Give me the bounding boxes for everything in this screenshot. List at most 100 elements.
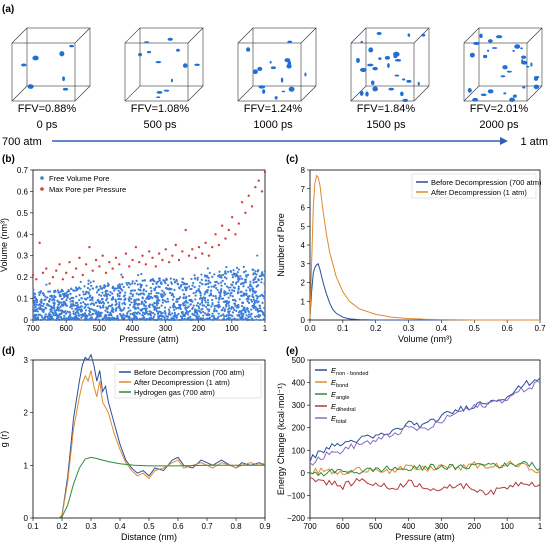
y-tick-label: 0.2 (17, 273, 29, 282)
free-volume-point (183, 282, 186, 285)
free-volume-point (38, 303, 41, 306)
max-pore-point (104, 271, 108, 275)
free-volume-point (225, 314, 228, 317)
pore (176, 48, 180, 52)
free-volume-point (53, 289, 56, 293)
free-volume-point (132, 305, 135, 309)
free-volume-point (229, 269, 232, 273)
free-volume-point (47, 290, 50, 293)
free-volume-point (71, 307, 74, 310)
pore (472, 97, 479, 102)
free-volume-point (128, 296, 131, 299)
free-volume-point (57, 318, 60, 321)
free-volume-point (93, 309, 96, 312)
free-volume-point (233, 308, 236, 311)
pore (406, 79, 412, 83)
max-pore-point (174, 243, 177, 247)
legend-label: Hydrogen gas (700 atm) (134, 388, 215, 397)
free-volume-point (92, 318, 95, 321)
max-pore-point (147, 250, 151, 253)
free-volume-point (172, 315, 175, 318)
free-volume-point (255, 285, 258, 288)
box-back (26, 27, 91, 87)
free-volume-point (241, 309, 244, 312)
free-volume-point (213, 284, 216, 287)
free-volume-point (75, 318, 78, 321)
free-volume-point (129, 309, 132, 312)
max-pore-point (211, 245, 214, 249)
legend-label: Ebond (331, 378, 348, 389)
free-volume-point (118, 301, 121, 304)
free-volume-point (96, 315, 99, 318)
free-volume-point (240, 294, 243, 297)
free-volume-point (244, 278, 248, 281)
max-pore-point (204, 241, 207, 245)
free-volume-point (235, 266, 239, 269)
free-volume-point (83, 285, 86, 288)
legend-label: After Decompression (1 atm) (134, 378, 230, 387)
free-volume-point (73, 289, 76, 292)
free-volume-point (156, 312, 160, 315)
box-edge (11, 85, 28, 102)
free-volume-point (145, 312, 148, 315)
free-volume-point (231, 276, 234, 279)
free-volume-point (84, 309, 88, 312)
free-volume-point (192, 292, 195, 295)
free-volume-point (53, 296, 56, 299)
free-volume-point (172, 295, 175, 298)
free-volume-point (111, 296, 114, 299)
free-volume-point (137, 273, 140, 277)
y-axis-label: Energy Change (kcal·mol⁻¹) (276, 383, 286, 495)
free-volume-point (124, 291, 127, 294)
free-volume-point (150, 289, 153, 293)
free-volume-point (153, 302, 156, 305)
free-volume-point (36, 316, 39, 320)
pore (280, 77, 284, 83)
free-volume-point (203, 312, 207, 315)
pore (281, 90, 286, 93)
free-volume-point (145, 310, 148, 313)
legend-label: Before Decompression (700 atm) (431, 178, 542, 187)
free-volume-point (204, 279, 208, 282)
free-volume-point (223, 282, 227, 285)
free-volume-point (260, 278, 263, 281)
max-pore-point (254, 185, 257, 189)
free-volume-point (225, 285, 229, 288)
free-volume-point (194, 291, 198, 294)
free-volume-point (158, 306, 161, 309)
free-volume-point (185, 295, 188, 298)
free-volume-point (37, 307, 40, 310)
box-edge (300, 27, 317, 44)
x-tick-label: 0.5 (143, 522, 155, 531)
free-volume-point (118, 312, 122, 316)
free-volume-point (150, 311, 153, 314)
free-volume-point (114, 300, 117, 303)
free-volume-point (149, 286, 152, 289)
free-volume-point (161, 293, 164, 296)
free-volume-point (259, 307, 262, 310)
time-label: 2000 ps (479, 119, 519, 131)
free-volume-point (148, 305, 151, 309)
pore (402, 78, 406, 81)
free-volume-point (203, 293, 206, 296)
free-volume-point (256, 295, 259, 298)
panel-b-label: (b) (2, 154, 15, 165)
x-tick-label: 0.5 (469, 324, 481, 333)
legend-label: Eangle (331, 390, 349, 401)
free-volume-point (179, 307, 182, 311)
free-volume-point (186, 318, 190, 321)
free-volume-point (227, 301, 230, 304)
box-back (478, 27, 543, 87)
free-volume-point (137, 298, 141, 301)
free-volume-point (152, 306, 155, 309)
max-pore-point (48, 282, 51, 285)
pore (286, 63, 292, 69)
max-pore-point (61, 278, 65, 281)
free-volume-point (224, 272, 227, 275)
free-volume-point (252, 296, 255, 299)
box-edge (237, 27, 254, 44)
free-volume-point (115, 287, 119, 290)
free-volume-point (116, 294, 120, 298)
free-volume-point (214, 295, 217, 298)
free-volume-point (255, 315, 259, 318)
